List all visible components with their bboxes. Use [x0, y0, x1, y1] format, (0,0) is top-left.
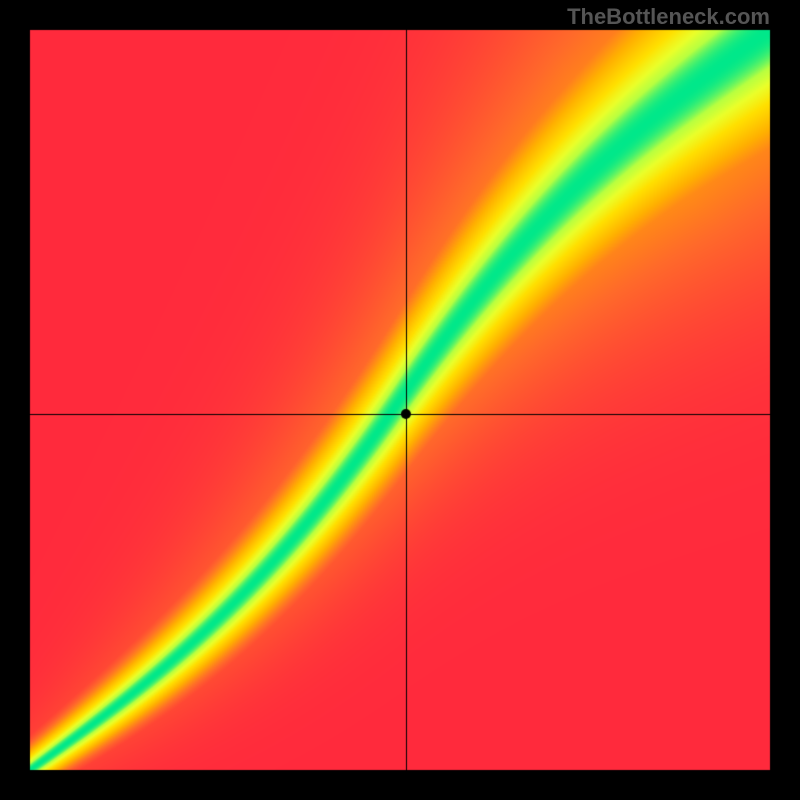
bottleneck-heatmap: [0, 0, 800, 800]
chart-container: TheBottleneck.com: [0, 0, 800, 800]
watermark-text: TheBottleneck.com: [567, 4, 770, 30]
